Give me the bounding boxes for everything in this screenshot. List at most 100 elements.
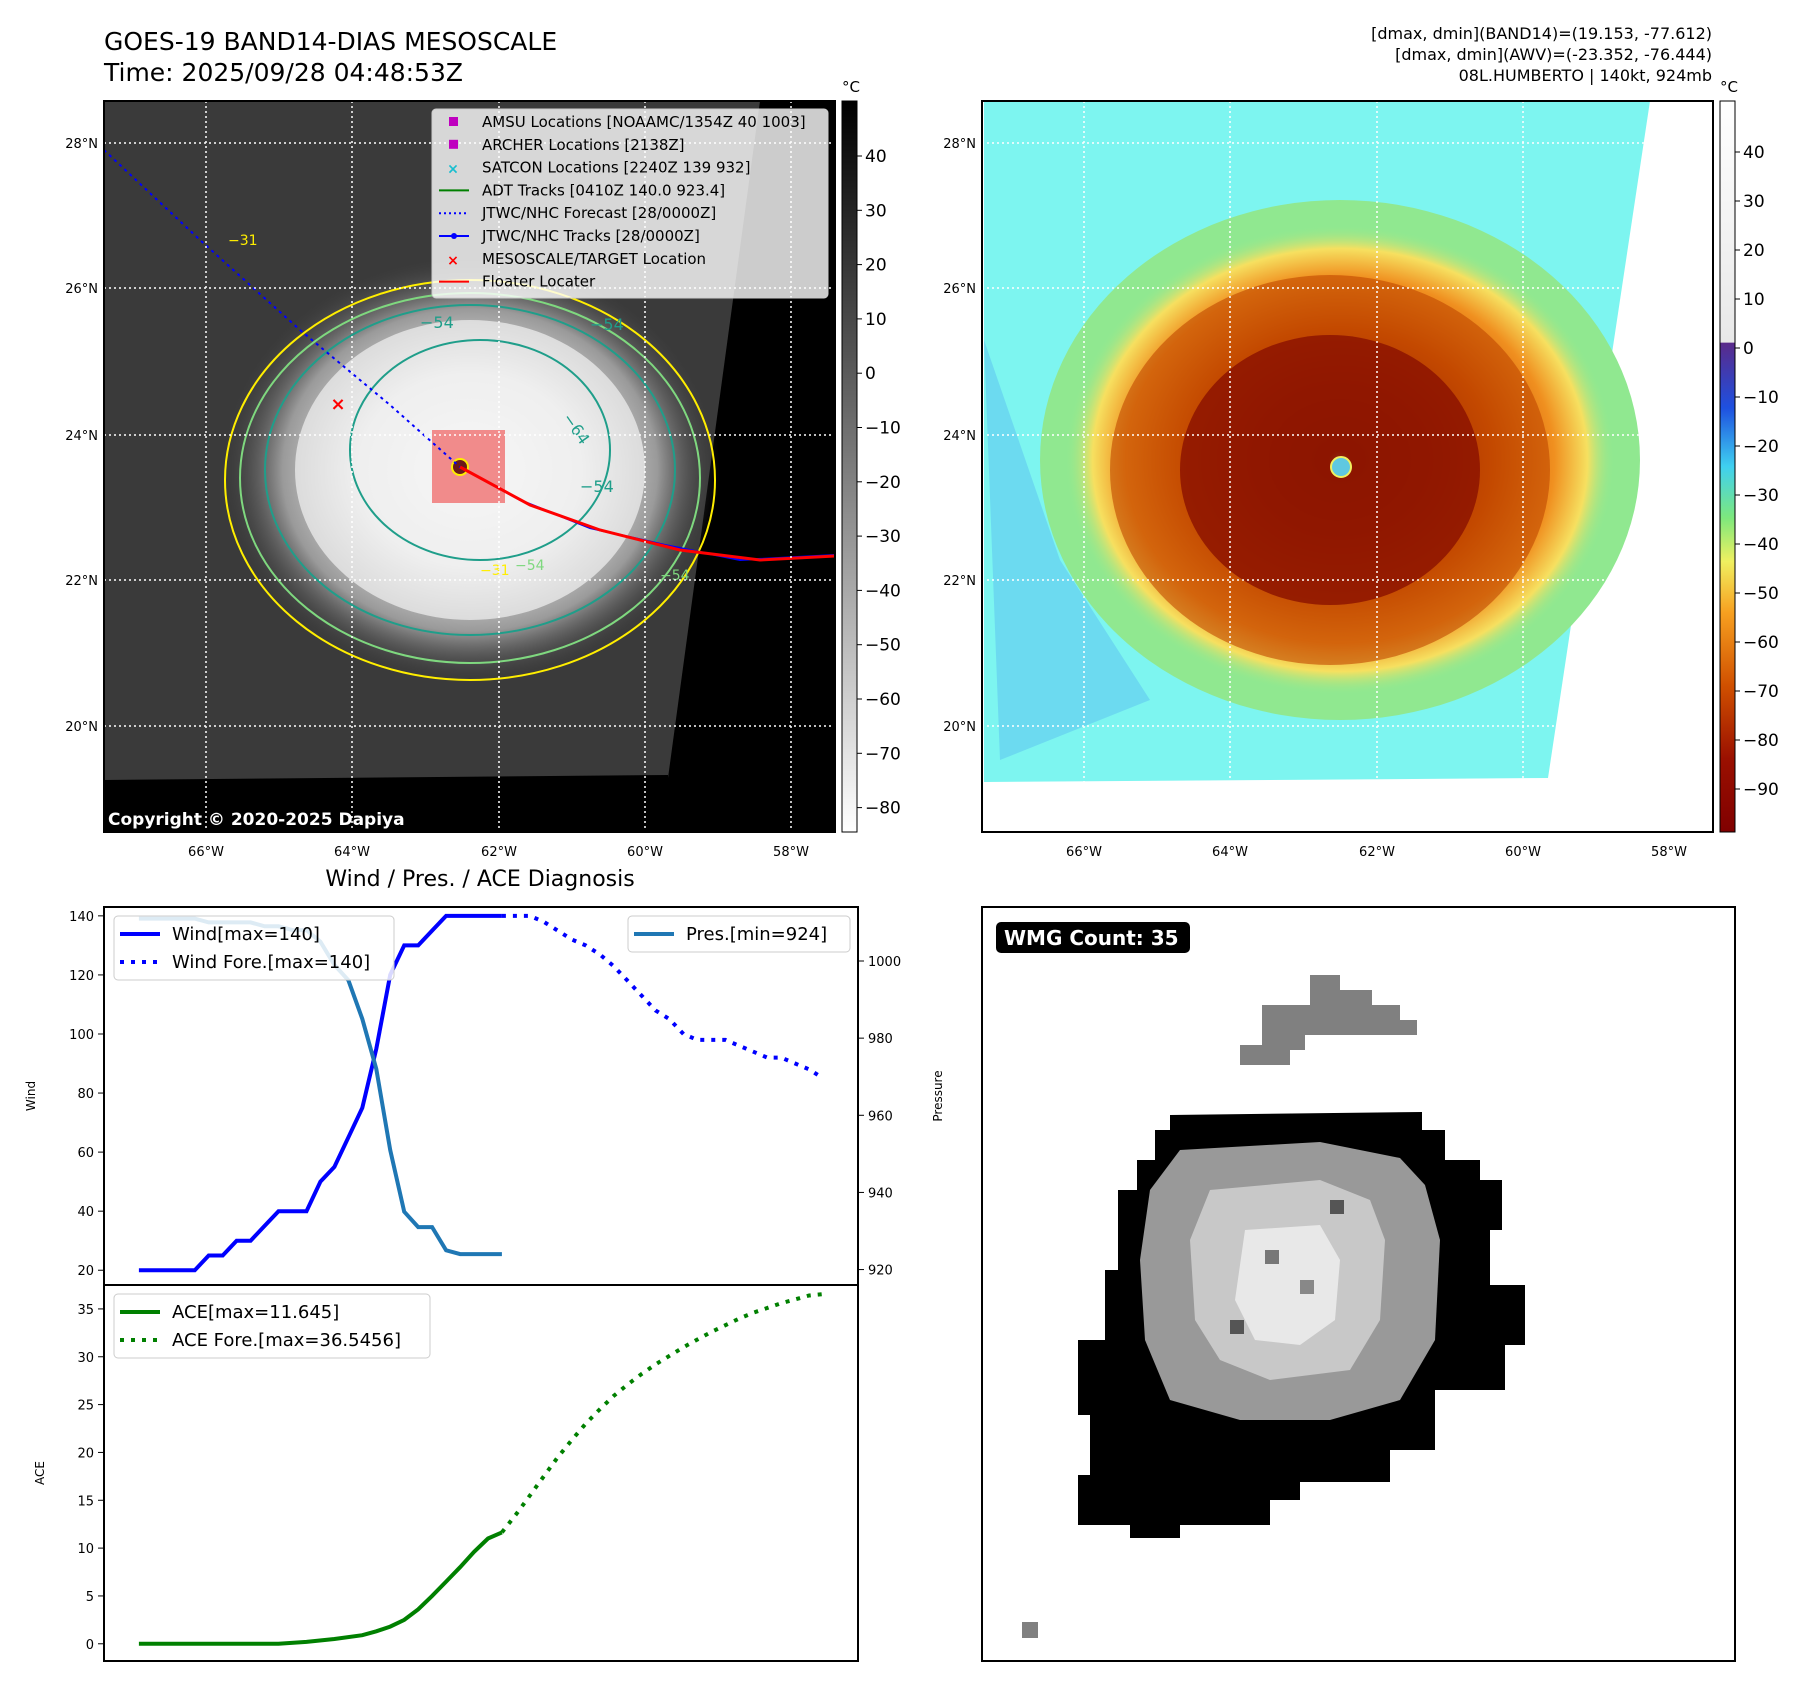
cbar-tick-label: −90 [1743,780,1779,800]
contour-label: −31 [228,233,258,249]
legend-label: SATCON Locations [2240Z 139 932] [482,159,750,177]
cbar-tick-label: −50 [865,636,901,656]
legend-entry: × SATCON Locations [2240Z 139 932] [447,159,750,178]
lon-tick-label: 66°W [188,845,224,860]
right-map [982,101,1713,832]
cbar-tick-label: −30 [865,527,901,547]
cbar-tick-label: 30 [1743,192,1765,212]
info-line3: 08L.HUMBERTO | 140kt, 924mb [1459,66,1712,85]
color-storm-eye [1330,456,1352,478]
legend-label: JTWC/NHC Tracks [28/0000Z] [481,227,700,245]
lat-tick-label: 22°N [65,574,98,589]
cbar-tick-label: 10 [865,310,887,330]
legend-entry: Floater Locater [439,273,596,291]
lat-tick-label: 28°N [943,137,976,152]
lon-tick-label: 64°W [334,845,370,860]
cbar-tick-label: 30 [865,201,887,221]
chart-legend-label: Pres.[min=924] [686,924,827,945]
legend-entry: ADT Tracks [0410Z 140.0 923.4] [439,181,725,199]
lon-tick-label: 58°W [1651,845,1687,860]
y-tick-label-right: 940 [868,1186,893,1201]
legend-marker: × [447,162,459,178]
legend-label: JTWC/NHC Forecast [28/0000Z] [481,204,716,222]
cbar-tick-label: −20 [865,473,901,493]
lon-tick-label: 60°W [627,845,663,860]
y-tick-label-right: 1000 [868,955,901,970]
y-tick-label: 60 [77,1146,94,1161]
cbar-tick-label: 20 [865,256,887,276]
cbar-tick-label: −80 [1743,731,1779,751]
contour-label: −54 [590,315,624,334]
cbar-tick-label: −60 [865,690,901,710]
info-line1: [dmax, dmin](BAND14)=(19.153, -77.612) [1371,24,1712,43]
legend-marker [449,117,458,126]
copyright: Copyright © 2020-2025 Dapiya [108,810,405,830]
title-line1: GOES-19 BAND14-DIAS MESOSCALE [104,27,557,56]
ace-ylabel: ACE [33,1461,47,1485]
cbar-tick-label: −30 [1743,486,1779,506]
chart-legend-label: Wind Fore.[max=140] [172,952,370,973]
legend-entry: AMSU Locations [NOAAMC/1354Z 40 1003] [449,113,806,131]
legend-marker [449,139,458,149]
cbar-tick-label: −50 [1743,584,1779,604]
y-tick-label: 0 [86,1638,94,1653]
cbar-tick-label: 0 [1743,339,1754,359]
series-line-1 [500,1292,824,1534]
wmg-label: WMG Count: 35 [1004,926,1179,950]
legend-entry: JTWC/NHC Tracks [28/0000Z] [439,227,700,245]
wmg-label-box: WMG Count: 35 [996,922,1190,953]
lon-tick-label: 66°W [1066,845,1102,860]
title-line2: Time: 2025/09/28 04:48:53Z [103,58,463,87]
chart-legend [113,915,395,981]
cbar-tick-label: −40 [865,581,901,601]
chart-legend [627,915,851,953]
y-tick-label: 40 [77,1205,94,1220]
legend-label: Floater Locater [482,273,596,291]
chart-legend-label: ACE[max=11.645] [172,1302,339,1323]
y-tick-label: 20 [77,1446,94,1461]
contour-label: −54 [580,477,614,496]
y-tick-label: 80 [77,1087,94,1102]
legend-entry: ARCHER Locations [2138Z] [449,136,685,154]
lat-tick-label: 22°N [943,574,976,589]
chart-legend-label: Wind[max=140] [172,924,320,945]
chart-legend [113,1293,431,1359]
cbar-tick-label: −20 [1743,437,1779,457]
y-tick-label: 20 [77,1264,94,1279]
lat-tick-label: 26°N [943,282,976,297]
forecast-track [104,149,461,468]
floater-track [459,465,835,562]
cbar-tick-label: −10 [865,419,901,439]
diagnosis-title: Wind / Pres. / ACE Diagnosis [325,867,634,892]
cbar-tick-label: 40 [1743,143,1765,163]
legend-entry: JTWC/NHC Forecast [28/0000Z] [439,204,716,222]
pressure-ylabel: Pressure [931,1070,945,1121]
y-tick-label: 35 [77,1303,94,1318]
y-tick-label: 120 [69,969,94,984]
y-tick-label-right: 920 [868,1264,893,1279]
y-tick-label: 10 [77,1542,94,1557]
cbar-tick-label: 0 [865,364,876,384]
lon-tick-label: 64°W [1212,845,1248,860]
mesoscale-target: × [330,394,345,415]
cbar-tick-label: −10 [1743,388,1779,408]
cbar-tick-label: −60 [1743,633,1779,653]
lat-tick-label: 26°N [65,282,98,297]
series-line-1 [501,913,825,1080]
cbar-tick-label: 10 [1743,290,1765,310]
right-colorbar [1719,100,1736,833]
lon-tick-label: 62°W [1359,845,1395,860]
legend-label: ADT Tracks [0410Z 140.0 923.4] [482,181,725,199]
wind-ylabel: Wind [24,1081,38,1111]
map-legend: AMSU Locations [NOAAMC/1354Z 40 1003] ARC… [431,108,829,299]
cbar-tick-label: −80 [865,799,901,819]
cbar-tick-label: −40 [1743,535,1779,555]
lon-tick-label: 58°W [773,845,809,860]
y-tick-label: 140 [69,910,94,925]
lat-tick-label: 24°N [943,429,976,444]
left-colorbar-unit: °C [842,78,860,96]
y-tick-label-right: 980 [868,1032,893,1047]
y-tick-label: 25 [77,1399,94,1414]
lon-tick-label: 62°W [481,845,517,860]
